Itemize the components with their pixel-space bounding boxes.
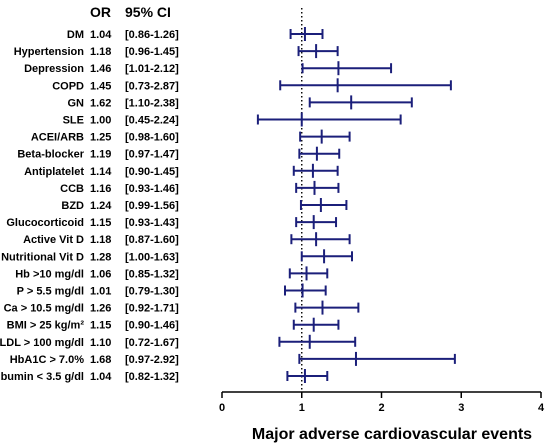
row-ci-value: [0.90-1.45] [125,166,179,178]
row-label: Antiplatelet [24,166,84,178]
row-label: Glucocorticoid [6,217,84,229]
forest-row: Hypertension 1.18 [0.96-1.45] [14,44,339,59]
x-tick-label: 2 [378,402,384,414]
row-ci-value: [0.73-2.87] [125,80,179,92]
forest-row: BZD 1.24 [0.99-1.56] [61,198,348,212]
x-axis: 0 1 2 3 4 [219,391,545,414]
forest-row: SLE 1.00 [0.45-2.24] [63,112,402,127]
row-label: Depression [24,63,84,75]
or-column-header: OR [90,4,111,20]
row-ci-value: [0.72-1.67] [125,337,179,349]
row-ci-value: [1.00-1.63] [125,251,179,263]
row-or-value: 1.16 [90,183,111,195]
row-or-value: 1.01 [90,286,111,298]
row-label: Ca > 10.5 mg/dl [4,303,84,315]
row-label: COPD [52,80,84,92]
row-label: Beta-blocker [17,149,84,161]
row-label: CCB [60,183,84,195]
row-ci-value: [0.93-1.46] [125,183,179,195]
forest-row: BMI > 25 kg/m² 1.15 [0.90-1.46] [7,317,340,332]
row-or-value: 1.45 [90,80,111,92]
row-ci-value: [0.87-1.60] [125,234,179,246]
row-or-value: 1.18 [90,46,111,58]
row-label: Nutritional Vit D [1,251,84,263]
row-ci-value: [1.01-2.12] [125,63,179,75]
row-label: BZD [61,200,84,212]
x-tick-label: 0 [219,402,225,414]
forest-row: Glucocorticoid 1.15 [0.93-1.43] [6,215,338,230]
forest-row: Nutritional Vit D 1.28 [1.00-1.63] [1,249,353,264]
forest-row: Albumin < 3.5 g/dl 1.04 [0.82-1.32] [0,369,329,383]
x-tick-label: 3 [458,402,464,414]
row-or-value: 1.46 [90,63,111,75]
forest-row: Ca > 10.5 mg/dl 1.26 [0.92-1.71] [4,300,360,315]
row-or-value: 1.15 [90,217,111,229]
row-label: GN [68,97,85,109]
row-label: Albumin < 3.5 g/dl [0,371,84,383]
row-label: BMI > 25 kg/m² [7,320,85,332]
rows-layer: DM 1.04 [0.86-1.26] Hypertension 1.18 [0.96-1… [0,8,456,392]
forest-row: Beta-blocker 1.19 [0.97-1.47] [17,146,341,161]
row-label: Active Vit D [23,234,84,246]
row-or-value: 1.10 [90,337,111,349]
row-or-value: 1.06 [90,268,111,280]
forest-row: HbA1C > 7.0% 1.68 [0.97-2.92] [10,351,456,366]
x-axis-label: Major adverse cardiovascular events [252,426,532,443]
row-or-value: 1.18 [90,234,111,246]
forest-row: Hb >10 mg/dl 1.06 [0.85-1.32] [15,266,329,281]
row-or-value: 1.04 [90,371,112,383]
row-label: DM [67,29,84,41]
row-label: SLE [63,115,84,127]
forest-row: DM 1.04 [0.86-1.26] [67,27,324,41]
row-ci-value: [0.79-1.30] [125,286,179,298]
forest-row: Antiplatelet 1.14 [0.90-1.45] [24,163,339,178]
forest-row: LDL > 100 mg/dl 1.10 [0.72-1.67] [0,334,357,349]
row-or-value: 1.28 [90,251,111,263]
row-ci-value: [0.90-1.46] [125,320,179,332]
row-label: Hb >10 mg/dl [15,268,84,280]
row-or-value: 1.24 [90,200,112,212]
forest-row: Active Vit D 1.18 [0.87-1.60] [23,232,351,247]
row-or-value: 1.68 [90,354,111,366]
ci-column-header: 95% CI [125,4,171,20]
row-label: Hypertension [14,46,85,58]
row-or-value: 1.19 [90,149,111,161]
row-ci-value: [0.85-1.32] [125,268,179,280]
forest-row: ACEI/ARB 1.25 [0.98-1.60] [31,129,351,144]
row-ci-value: [0.99-1.56] [125,200,179,212]
row-label: P > 5.5 mg/dl [17,286,84,298]
row-or-value: 1.62 [90,97,111,109]
row-ci-value: [0.92-1.71] [125,303,179,315]
row-label: HbA1C > 7.0% [10,354,84,366]
forest-row: Depression 1.46 [1.01-2.12] [24,61,393,76]
forest-row: COPD 1.45 [0.73-2.87] [52,78,452,93]
x-tick-label: 1 [299,402,305,414]
row-ci-value: [1.10-2.38] [125,97,179,109]
row-label: LDL > 100 mg/dl [0,337,84,349]
row-ci-value: [0.86-1.26] [125,29,179,41]
row-label: ACEI/ARB [31,132,84,144]
forest-row: P > 5.5 mg/dl 1.01 [0.79-1.30] [17,283,327,298]
row-or-value: 1.00 [90,115,111,127]
row-ci-value: [0.45-2.24] [125,115,179,127]
row-ci-value: [0.97-1.47] [125,149,179,161]
x-tick-label: 4 [538,402,545,414]
row-ci-value: [0.82-1.32] [125,371,179,383]
row-or-value: 1.25 [90,132,111,144]
row-or-value: 1.15 [90,320,111,332]
row-or-value: 1.04 [90,29,112,41]
row-ci-value: [0.96-1.45] [125,46,179,58]
row-ci-value: [0.97-2.92] [125,354,179,366]
forest-row: GN 1.62 [1.10-2.38] [68,95,413,110]
row-or-value: 1.14 [90,166,112,178]
row-ci-value: [0.93-1.43] [125,217,179,229]
row-ci-value: [0.98-1.60] [125,132,179,144]
row-or-value: 1.26 [90,303,111,315]
forest-row: CCB 1.16 [0.93-1.46] [60,180,340,195]
